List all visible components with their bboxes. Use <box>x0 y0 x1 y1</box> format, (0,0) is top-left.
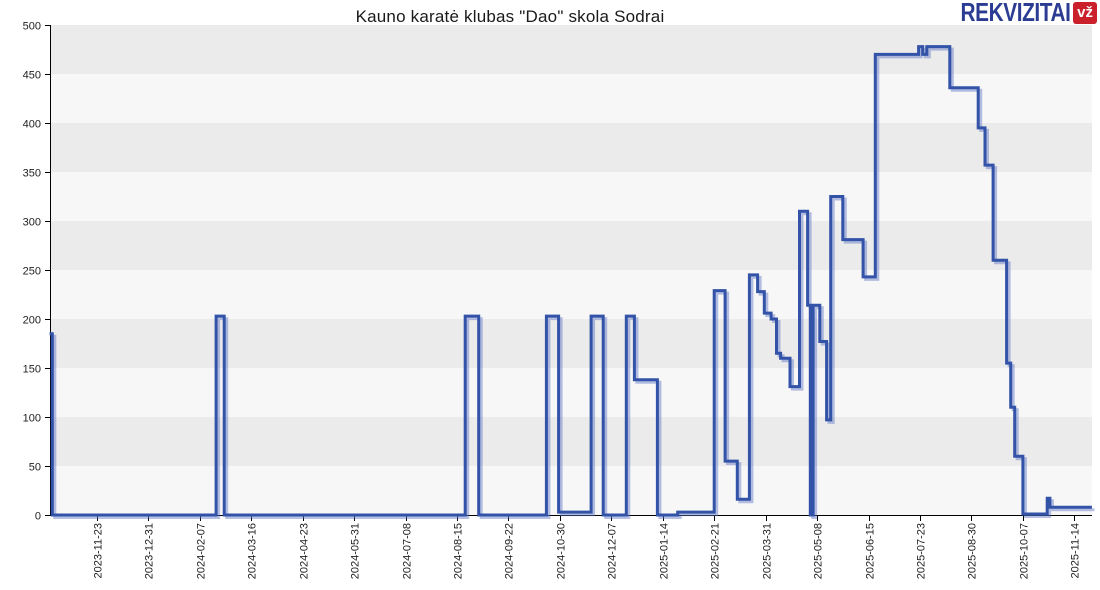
svg-text:2025-02-21: 2025-02-21 <box>710 523 722 579</box>
series-skola-sodrai <box>49 45 1095 519</box>
x-axis-labels: 2023-11-23 2023-12-31 2024-02-07 2024-03-16… <box>93 516 1082 579</box>
logo-vz-badge: vž <box>1073 2 1097 24</box>
svg-text:400: 400 <box>23 119 41 131</box>
svg-text:2024-07-08: 2024-07-08 <box>402 523 414 579</box>
svg-text:2025-05-08: 2025-05-08 <box>813 523 825 579</box>
y-axis-labels: 0 50 100 150 200 250 300 350 400 450 500 <box>23 21 50 523</box>
svg-text:2023-12-31: 2023-12-31 <box>144 523 156 579</box>
svg-text:2025-11-14: 2025-11-14 <box>1070 523 1082 578</box>
chart-title: Kauno karatė klubas "Dao" skola Sodrai <box>355 7 665 26</box>
svg-text:2025-06-15: 2025-06-15 <box>865 523 877 579</box>
svg-text:2025-07-23: 2025-07-23 <box>916 523 928 579</box>
svg-text:200: 200 <box>23 315 41 327</box>
svg-text:2025-01-14: 2025-01-14 <box>659 523 671 579</box>
svg-text:2024-10-30: 2024-10-30 <box>556 523 568 579</box>
svg-text:2023-11-23: 2023-11-23 <box>93 523 105 578</box>
svg-text:350: 350 <box>23 168 41 180</box>
svg-text:300: 300 <box>23 217 41 229</box>
logo-brand-text: REKVIZITAI <box>960 0 1071 27</box>
svg-text:2024-09-22: 2024-09-22 <box>504 523 516 579</box>
axes <box>50 25 1092 516</box>
svg-text:2024-05-31: 2024-05-31 <box>350 523 362 579</box>
series-line-shadow <box>52 47 1095 519</box>
svg-text:2025-08-30: 2025-08-30 <box>967 523 979 579</box>
svg-text:100: 100 <box>23 413 41 425</box>
svg-text:250: 250 <box>23 266 41 278</box>
svg-text:2024-03-16: 2024-03-16 <box>247 523 259 579</box>
svg-text:2024-02-07: 2024-02-07 <box>196 523 208 579</box>
svg-text:450: 450 <box>23 70 41 82</box>
svg-text:150: 150 <box>23 364 41 376</box>
svg-text:50: 50 <box>29 462 41 474</box>
svg-text:2024-08-15: 2024-08-15 <box>453 523 465 579</box>
svg-text:0: 0 <box>35 511 41 523</box>
rekvizitai-logo[interactable]: REKVIZITAI vž <box>933 0 1097 27</box>
svg-text:2025-03-31: 2025-03-31 <box>762 523 774 579</box>
svg-text:2024-12-07: 2024-12-07 <box>607 523 619 579</box>
plot-bands <box>50 25 1092 515</box>
svg-text:500: 500 <box>23 21 41 33</box>
series-line <box>49 45 1092 517</box>
svg-text:2024-04-23: 2024-04-23 <box>299 523 311 579</box>
svg-text:2025-10-07: 2025-10-07 <box>1019 523 1031 579</box>
